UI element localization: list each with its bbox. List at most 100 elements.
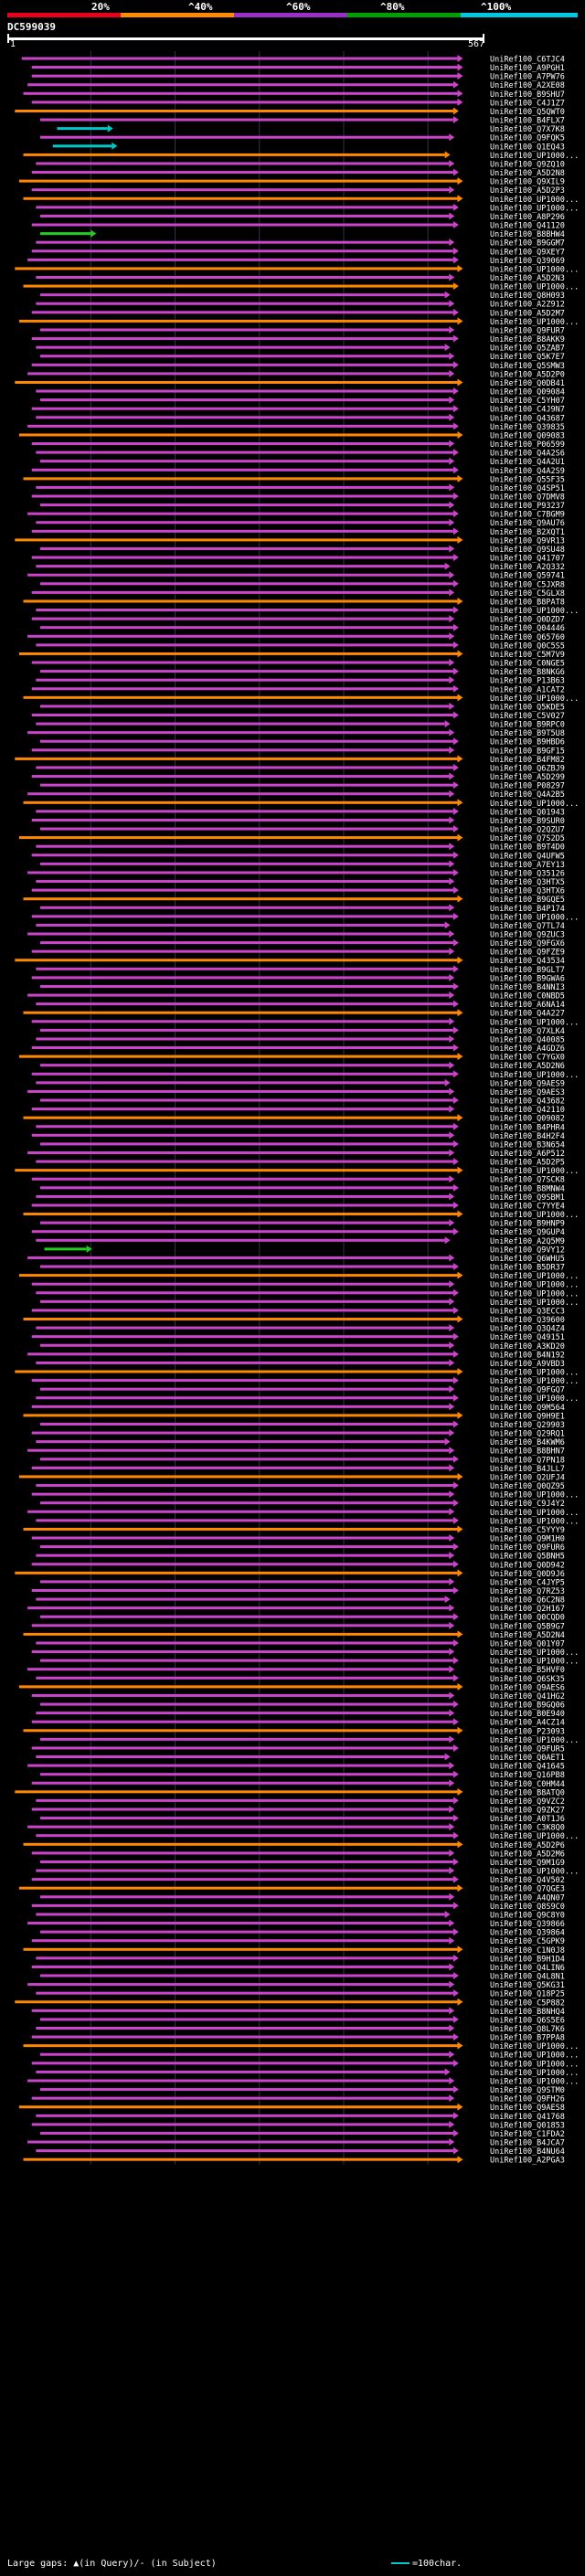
hit-bar[interactable] bbox=[31, 494, 453, 498]
hit-bar[interactable] bbox=[31, 442, 450, 446]
hit-bar[interactable] bbox=[18, 1475, 458, 1479]
hit-label[interactable]: UniRef100_C3K8Q0 bbox=[490, 1824, 565, 1833]
hit-label[interactable]: UniRef100_A6NA14 bbox=[490, 1001, 565, 1010]
hit-bar[interactable] bbox=[31, 1405, 450, 1408]
hit-row[interactable]: UniRef100_Q9M1H0 bbox=[31, 1534, 565, 1544]
hit-bar[interactable] bbox=[36, 1913, 445, 1916]
hit-bar[interactable] bbox=[36, 1834, 453, 1838]
hit-row[interactable]: UniRef100_B4P174 bbox=[39, 904, 565, 914]
hit-row[interactable]: UniRef100_Q1EQ43 bbox=[52, 142, 565, 153]
hit-label[interactable]: UniRef100_Q9M564 bbox=[490, 1404, 565, 1413]
hit-label[interactable]: UniRef100_Q41645 bbox=[490, 1763, 565, 1772]
hit-bar[interactable] bbox=[39, 460, 450, 463]
hit-label[interactable]: UniRef100_Q7XLK4 bbox=[490, 1027, 565, 1036]
hit-row[interactable]: UniRef100_Q9FQK5 bbox=[39, 133, 565, 143]
hit-label[interactable]: UniRef100_Q5K7E7 bbox=[490, 353, 565, 362]
hit-bar[interactable] bbox=[31, 188, 450, 192]
hit-bar[interactable] bbox=[31, 556, 453, 559]
hit-bar[interactable] bbox=[36, 1002, 453, 1006]
hit-row[interactable]: UniRef100_Q3HTX6 bbox=[31, 886, 565, 896]
hit-row[interactable]: UniRef100_Q4A2S6 bbox=[36, 449, 565, 459]
hit-row[interactable]: UniRef100_B9H1D4 bbox=[36, 1954, 565, 1965]
hit-bar[interactable] bbox=[39, 862, 450, 865]
hit-bar[interactable] bbox=[31, 2009, 450, 2012]
hit-bar[interactable] bbox=[31, 1466, 450, 1469]
hit-label[interactable]: UniRef100_Q7PN18 bbox=[490, 1456, 565, 1465]
hit-row[interactable]: UniRef100_B9GQ06 bbox=[39, 1701, 565, 1711]
hit-label[interactable]: UniRef100_Q16PB8 bbox=[490, 1771, 565, 1780]
hit-label[interactable]: UniRef100_Q9FH26 bbox=[490, 2095, 565, 2104]
hit-label[interactable]: UniRef100_C0NGE5 bbox=[490, 660, 565, 669]
hit-label[interactable]: UniRef100_B4PHR4 bbox=[490, 1123, 565, 1132]
hit-label[interactable]: UniRef100_A5D299 bbox=[490, 773, 565, 782]
hit-bar[interactable] bbox=[31, 1939, 450, 1943]
hit-label[interactable]: UniRef100_Q5QWT0 bbox=[490, 108, 565, 117]
hit-label[interactable]: UniRef100_C4J1Z7 bbox=[490, 99, 565, 108]
hit-label[interactable]: UniRef100_UP1000... bbox=[490, 2042, 579, 2051]
hit-label[interactable]: UniRef100_P08297 bbox=[490, 782, 565, 791]
hit-row[interactable]: UniRef100_UP1000... bbox=[39, 1298, 579, 1308]
hit-label[interactable]: UniRef100_Q01Y07 bbox=[490, 1639, 565, 1648]
hit-bar[interactable] bbox=[31, 311, 453, 314]
hit-bar[interactable] bbox=[31, 949, 450, 953]
hit-bar[interactable] bbox=[31, 1108, 450, 1111]
hit-bar[interactable] bbox=[39, 1580, 450, 1584]
hit-row[interactable]: UniRef100_Q9SBM1 bbox=[36, 1193, 565, 1203]
hit-bar[interactable] bbox=[31, 590, 450, 594]
hit-label[interactable]: UniRef100_Q6C2N8 bbox=[490, 1596, 565, 1606]
hit-row[interactable]: UniRef100_A5D2M6 bbox=[31, 1849, 565, 1860]
hit-row[interactable]: UniRef100_B8NKG6 bbox=[39, 667, 565, 678]
hit-bar[interactable] bbox=[23, 2157, 458, 2161]
hit-label[interactable]: UniRef100_UP1000... bbox=[490, 265, 579, 274]
hit-row[interactable]: UniRef100_A6P512 bbox=[27, 1149, 565, 1160]
hit-bar[interactable] bbox=[39, 1974, 453, 1977]
hit-bar[interactable] bbox=[27, 573, 450, 577]
hit-label[interactable]: UniRef100_Q9VY12 bbox=[490, 1246, 565, 1255]
hit-row[interactable]: UniRef100_Q39835 bbox=[27, 422, 565, 432]
hit-bar[interactable] bbox=[39, 504, 450, 507]
hit-bar[interactable] bbox=[31, 1203, 453, 1207]
hit-bar[interactable] bbox=[36, 880, 450, 884]
hit-label[interactable]: UniRef100_C7BGM9 bbox=[490, 511, 565, 520]
hit-bar[interactable] bbox=[31, 1379, 453, 1383]
hit-row[interactable]: UniRef100_Q2QZU7 bbox=[39, 825, 565, 835]
hit-row[interactable]: UniRef100_Q39864 bbox=[39, 1928, 565, 1938]
hit-row[interactable]: UniRef100_UP1000... bbox=[36, 1867, 579, 1877]
hit-row[interactable]: UniRef100_UP1000... bbox=[31, 1490, 579, 1500]
hit-bar[interactable] bbox=[36, 1553, 450, 1557]
hit-label[interactable]: UniRef100_Q3Q4Z4 bbox=[490, 1325, 565, 1334]
hit-bar[interactable] bbox=[15, 380, 458, 384]
hit-row[interactable]: UniRef100_Q4UFW5 bbox=[31, 851, 565, 862]
hit-label[interactable]: UniRef100_A8P296 bbox=[490, 213, 565, 222]
hit-row[interactable]: UniRef100_Q7QGE3 bbox=[18, 1884, 565, 1894]
hit-row[interactable]: UniRef100_A9PGH1 bbox=[31, 63, 565, 74]
hit-row[interactable]: UniRef100_A0T1J6 bbox=[39, 1814, 565, 1825]
hit-bar[interactable] bbox=[31, 1965, 450, 1968]
hit-row[interactable]: UniRef100_Q0QZ95 bbox=[36, 1481, 565, 1492]
hit-label[interactable]: UniRef100_Q42110 bbox=[490, 1106, 565, 1115]
hit-row[interactable]: UniRef100_Q5SMW3 bbox=[31, 361, 565, 371]
hit-bar[interactable] bbox=[36, 967, 453, 970]
hit-row[interactable]: UniRef100_UP1000... bbox=[31, 1376, 579, 1387]
hit-label[interactable]: UniRef100_UP1000... bbox=[490, 800, 579, 809]
hit-label[interactable]: UniRef100_Q4A227 bbox=[490, 1010, 565, 1019]
hit-label[interactable]: UniRef100_Q9FGQ7 bbox=[490, 1386, 565, 1395]
hit-bar[interactable] bbox=[36, 1361, 450, 1364]
hit-row[interactable]: UniRef100_Q7X7K8 bbox=[57, 124, 565, 135]
hit-label[interactable]: UniRef100_Q9SU48 bbox=[490, 546, 565, 555]
hit-label[interactable]: UniRef100_Q9FUR7 bbox=[490, 326, 565, 335]
hit-bar[interactable] bbox=[31, 1624, 450, 1627]
hit-label[interactable]: UniRef100_C0HM44 bbox=[490, 1780, 565, 1789]
hit-row[interactable]: UniRef100_A2XE08 bbox=[27, 80, 565, 91]
hit-row[interactable]: UniRef100_UP1000... bbox=[27, 1508, 579, 1518]
hit-bar[interactable] bbox=[39, 1064, 450, 1067]
hit-label[interactable]: UniRef100_Q9M1G9 bbox=[490, 1859, 565, 1868]
hit-label[interactable]: UniRef100_UP1000... bbox=[490, 2069, 579, 2078]
hit-bar[interactable] bbox=[36, 1396, 453, 1400]
hit-row[interactable]: UniRef100_Q9XIL9 bbox=[18, 177, 565, 187]
hit-label[interactable]: UniRef100_Q7RZ53 bbox=[490, 1587, 565, 1596]
hit-row[interactable]: UniRef100_B8BHN7 bbox=[27, 1447, 565, 1457]
hit-bar[interactable] bbox=[36, 1712, 450, 1715]
hit-label[interactable]: UniRef100_A3KD20 bbox=[490, 1342, 565, 1352]
hit-row[interactable]: UniRef100_Q5QWT0 bbox=[15, 107, 565, 117]
